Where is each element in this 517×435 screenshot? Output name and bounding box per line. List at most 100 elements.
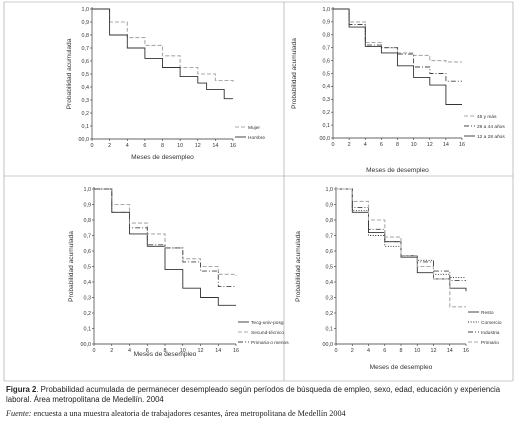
legend-label: Comercio [481,320,502,326]
y-tick-label: 0,3 [323,97,331,103]
x-tick-label: 4 [364,142,367,148]
x-tick-label: 8 [161,143,164,149]
chart-panel-4: 00,0 0,1 0,2 0,3 0,4 0,5 0,6 0,7 0,8 0,9 1,0 0 2 4 6 8 1… [295,187,502,371]
series-line-1 [92,8,234,82]
y-tick-label: 0,2 [82,111,90,117]
y-tick-label: 0,6 [82,59,90,65]
series-line-1 [333,8,462,63]
x-tick-label: 10 [177,143,183,149]
y-tick-label: 0,8 [84,218,92,224]
series-line-2 [92,8,233,100]
y-tick-label: 0,7 [326,233,334,239]
y-tick-label: 0,5 [323,71,331,77]
series-line-2 [336,188,466,278]
y-tick-label: 0,4 [84,280,92,286]
legend-label: 45 y más [477,114,497,120]
x-tick-label: 16 [230,143,236,149]
y-tick-label: 0,1 [84,326,92,332]
series-line-2 [333,8,462,82]
x-tick-label: 0 [91,143,94,149]
y-tick-label: 1,0 [82,7,90,13]
x-tick-label: 8 [400,348,403,354]
y-tick-label: 0,9 [84,202,92,208]
x-tick-label: 6 [146,348,149,354]
chart-panel-1: 00,0 0,1 0,2 0,3 0,4 0,5 0,6 0,7 0,8 0,9 1,0 0 2 4 6 8 1… [66,7,265,161]
x-axis-label: Meses de desempleo [131,154,194,161]
panel-frame [3,1,514,382]
y-axis-label: Probabilidad acumulada [66,38,73,109]
y-tick-label: 0,2 [326,311,334,317]
figure-source: Fuente: encuesta a una muestra aleatoria… [6,409,512,419]
x-tick-label: 8 [396,142,399,148]
x-tick-label: 16 [459,142,465,148]
y-tick-label: 00,0 [81,342,92,348]
legend-label: Secund-técnico [251,330,284,336]
x-tick-label: 14 [212,143,218,149]
x-tick-label: 14 [443,142,449,148]
x-tick-label: 10 [414,348,420,354]
x-tick-label: 6 [380,142,383,148]
x-tick-label: 4 [128,348,131,354]
series-line-1 [94,188,236,306]
y-tick-label: 0,1 [326,326,334,332]
x-tick-label: 2 [110,348,113,354]
y-tick-label: 0,5 [84,264,92,270]
source-label: Fuente: [6,409,32,418]
y-tick-label: 0,1 [82,124,90,130]
y-tick-label: 0,2 [323,110,331,116]
y-axis-label: Probabilidad acumulada [291,38,298,109]
series-line-4 [336,188,466,308]
y-axis-label: Probabilidad acumulada [68,231,75,302]
y-tick-label: 0,3 [82,98,90,104]
y-tick-label: 00,0 [79,137,90,143]
legend-label: 29 a 44 años [477,124,505,130]
y-tick-label: 00,0 [323,342,334,348]
chart-grid: 00,0 0,1 0,2 0,3 0,4 0,5 0,6 0,7 0,8 0,9 1,0 0 2 4 6 8 1… [3,1,514,382]
y-tick-label: 0,7 [84,233,92,239]
y-tick-label: 1,0 [84,187,92,193]
series-line-3 [333,8,462,105]
y-tick-label: 1,0 [326,187,334,193]
y-tick-label: 0,4 [323,84,331,90]
x-tick-label: 4 [126,143,129,149]
legend-label: Primario [481,340,499,346]
y-tick-label: 0,7 [323,46,331,52]
x-axis-label: Meses de desempleo [134,351,197,358]
source-text: encuesta a una muestra aleatoria de trab… [31,409,346,418]
y-tick-label: 0,9 [323,20,331,26]
legend-label: Mujer [248,125,260,131]
legend-label: Hombre [248,135,265,141]
x-tick-label: 4 [367,348,370,354]
y-tick-label: 0,3 [326,295,334,301]
series-line-3 [94,188,236,288]
legend-label: 12 a 28 años [477,134,505,140]
y-tick-label: 0,5 [82,72,90,78]
x-tick-label: 8 [164,348,167,354]
x-tick-label: 2 [108,143,111,149]
x-tick-label: 14 [215,348,221,354]
y-tick-label: 0,2 [84,311,92,317]
y-tick-label: 1,0 [323,7,331,13]
x-axis-label: Meses de desempleo [370,364,433,371]
x-tick-label: 14 [447,348,453,354]
x-tick-label: 12 [427,142,433,148]
figure-label: Figura 2 [6,385,37,394]
x-tick-label: 10 [180,348,186,354]
figure-caption: Figura 2. Probabilidad acumulada de perm… [6,385,512,404]
x-axis-label: Meses de desempleo [366,167,429,174]
legend-label: Tecg-univ-posg [251,320,284,326]
y-tick-label: 0,8 [323,33,331,39]
x-tick-label: 2 [351,348,354,354]
legend-label: Primaria o menos [251,340,289,346]
y-tick-label: 0,8 [82,33,90,39]
y-tick-label: 0,4 [326,280,334,286]
x-tick-label: 12 [198,348,204,354]
x-tick-label: 10 [411,142,417,148]
x-tick-label: 16 [233,348,239,354]
x-tick-label: 12 [431,348,437,354]
x-tick-label: 0 [332,142,335,148]
series-line-2 [94,188,237,276]
y-tick-label: 0,8 [326,218,334,224]
y-tick-label: 0,5 [326,264,334,270]
